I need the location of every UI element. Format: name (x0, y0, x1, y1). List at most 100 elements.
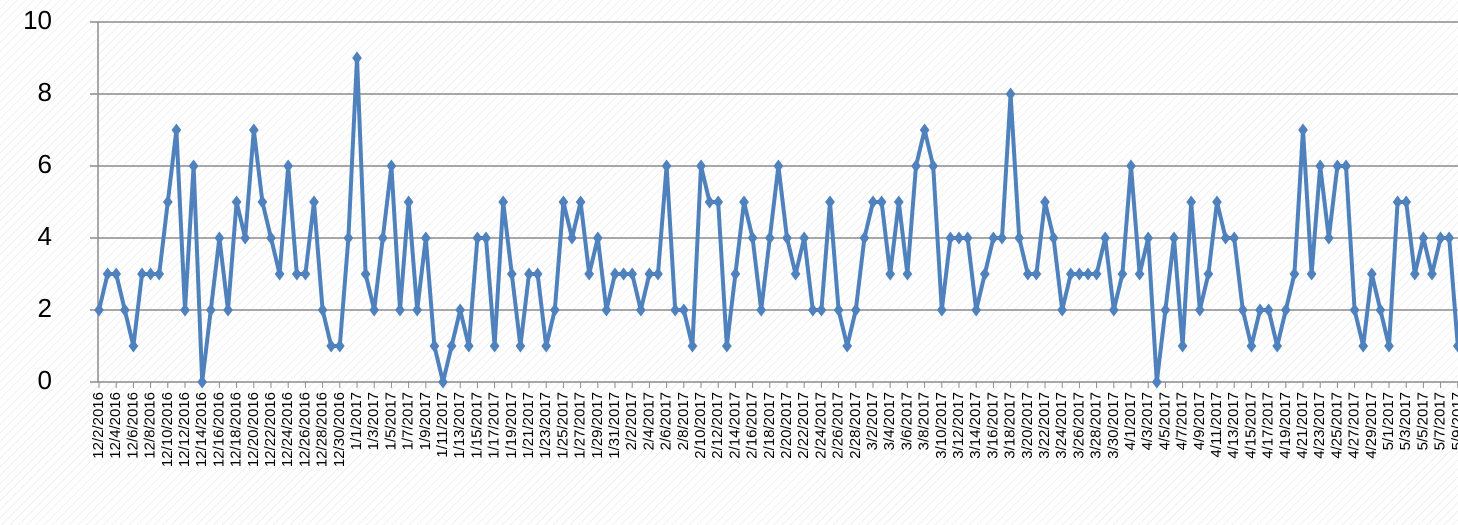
x-tick-label: 1/19/2017 (503, 392, 520, 459)
x-tick-label: 4/15/2017 (1242, 392, 1259, 459)
marker (782, 231, 792, 245)
x-tick-label: 12/10/2016 (159, 392, 176, 467)
x-tick-label: 4/1/2017 (1122, 392, 1139, 450)
marker (128, 339, 139, 353)
marker (1212, 195, 1222, 209)
marker (549, 303, 560, 317)
x-tick-label: 1/23/2017 (537, 392, 554, 459)
marker (1074, 267, 1085, 281)
x-tick-label: 1/15/2017 (468, 392, 485, 459)
marker (945, 231, 956, 245)
marker (627, 267, 638, 281)
marker (326, 339, 337, 353)
x-tick-label: 3/20/2017 (1019, 392, 1036, 459)
x-tick-label: 12/8/2016 (142, 392, 159, 459)
x-tick-label: 2/12/2017 (709, 392, 726, 459)
x-tick-label: 12/22/2016 (262, 392, 279, 467)
marker (1014, 231, 1025, 245)
marker (171, 123, 182, 137)
marker (1108, 303, 1119, 317)
x-tick-label: 5/9/2017 (1449, 392, 1458, 450)
x-tick-label: 2/22/2017 (795, 392, 812, 459)
y-tick-label: 6 (38, 149, 52, 179)
marker (197, 375, 208, 389)
x-tick-label: 2/14/2017 (726, 392, 743, 459)
marker (1194, 303, 1205, 317)
marker (997, 231, 1007, 245)
marker (661, 159, 672, 173)
marker (266, 231, 276, 245)
marker (1048, 231, 1059, 245)
marker (584, 267, 595, 281)
x-tick-label: 3/24/2017 (1053, 392, 1070, 459)
marker (532, 267, 543, 281)
marker (1246, 339, 1257, 353)
marker (971, 303, 982, 317)
marker (610, 267, 620, 281)
marker (696, 159, 706, 173)
x-tick-label: 12/16/2016 (210, 392, 227, 467)
marker (704, 195, 715, 209)
marker (962, 231, 973, 245)
marker (352, 51, 362, 65)
marker (395, 303, 405, 317)
marker (635, 303, 646, 317)
marker (1151, 375, 1162, 389)
x-tick-label: 12/26/2016 (296, 392, 313, 467)
marker (1323, 231, 1334, 245)
marker (257, 195, 268, 209)
marker (223, 303, 233, 317)
marker (859, 231, 870, 245)
marker (248, 123, 259, 137)
x-tick-label: 3/18/2017 (1002, 392, 1019, 459)
marker (653, 267, 663, 281)
x-tick-label: 2/6/2017 (658, 392, 675, 450)
marker (825, 195, 835, 209)
x-tick-label: 2/8/2017 (675, 392, 692, 450)
marker (162, 195, 173, 209)
marker (730, 267, 741, 281)
x-tick-label: 3/16/2017 (984, 392, 1001, 459)
marker (1237, 303, 1248, 317)
marker (1255, 303, 1265, 317)
marker (807, 303, 818, 317)
marker (954, 231, 964, 245)
marker (455, 303, 466, 317)
x-tick-label: 1/31/2017 (606, 392, 623, 459)
x-tick-label: 4/27/2017 (1346, 392, 1363, 459)
x-tick-label: 4/23/2017 (1311, 392, 1328, 459)
marker (334, 339, 345, 353)
x-tick-label: 12/12/2016 (176, 392, 193, 467)
y-tick-label: 8 (38, 77, 52, 107)
marker (515, 339, 526, 353)
marker (644, 267, 655, 281)
x-tick-label: 1/29/2017 (589, 392, 606, 459)
x-tick-label: 3/12/2017 (950, 392, 967, 459)
x-tick-label: 12/18/2016 (228, 392, 245, 467)
marker (214, 231, 225, 245)
x-tick-label: 4/7/2017 (1174, 392, 1191, 450)
marker (291, 267, 302, 281)
x-tick-label: 3/8/2017 (916, 392, 933, 450)
x-tick-label: 3/30/2017 (1105, 392, 1122, 459)
x-tick-label: 3/26/2017 (1070, 392, 1087, 459)
marker (309, 195, 319, 209)
marker (403, 195, 414, 209)
x-tick-label: 12/2/2016 (90, 392, 107, 459)
y-tick-label: 2 (38, 293, 52, 323)
marker (1272, 339, 1283, 353)
marker (489, 339, 500, 353)
marker (1358, 339, 1369, 353)
x-tick-label: 12/24/2016 (279, 392, 296, 467)
marker (541, 339, 552, 353)
marker (1057, 303, 1068, 317)
marker (154, 267, 165, 281)
marker (739, 195, 749, 209)
marker (1065, 267, 1076, 281)
x-tick-label: 2/20/2017 (778, 392, 795, 459)
marker (498, 195, 509, 209)
marker (1289, 267, 1300, 281)
marker (1409, 267, 1420, 281)
marker (1169, 231, 1179, 245)
